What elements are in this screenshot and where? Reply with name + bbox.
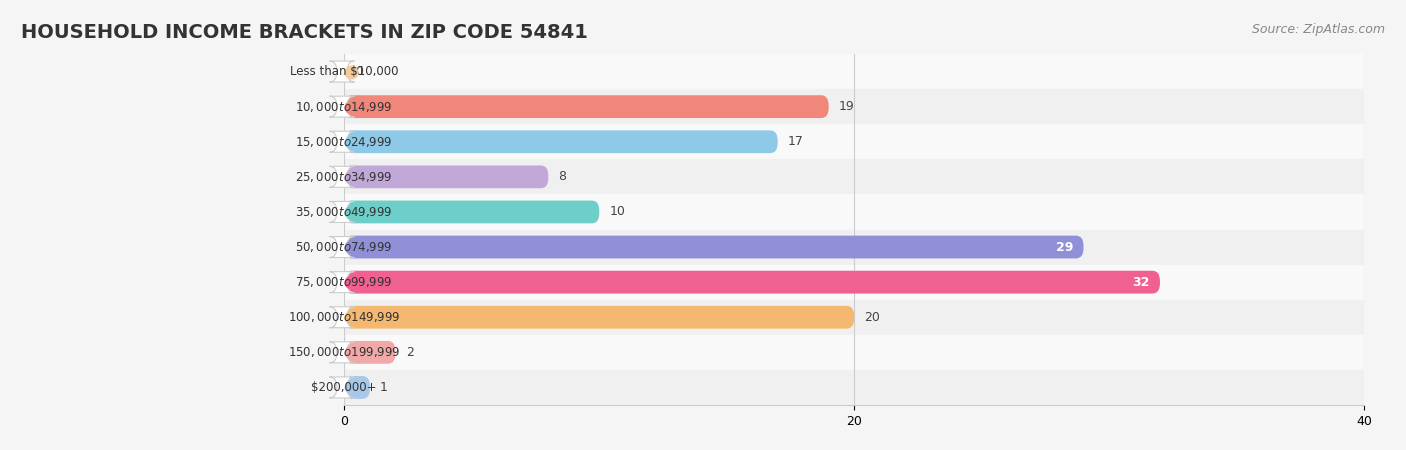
Text: 19: 19 [839, 100, 855, 113]
Text: 0: 0 [354, 65, 363, 78]
Text: $150,000 to $199,999: $150,000 to $199,999 [288, 345, 401, 360]
FancyBboxPatch shape [329, 237, 354, 257]
Text: 29: 29 [1056, 241, 1073, 253]
Bar [344, 159, 1364, 194]
FancyBboxPatch shape [329, 377, 354, 398]
Text: 17: 17 [787, 135, 804, 148]
Text: HOUSEHOLD INCOME BRACKETS IN ZIP CODE 54841: HOUSEHOLD INCOME BRACKETS IN ZIP CODE 54… [21, 22, 588, 41]
FancyBboxPatch shape [329, 166, 354, 187]
Text: $35,000 to $49,999: $35,000 to $49,999 [295, 205, 392, 219]
Bar [344, 124, 1364, 159]
Bar [344, 230, 1364, 265]
FancyBboxPatch shape [344, 201, 599, 223]
Bar [344, 194, 1364, 230]
FancyBboxPatch shape [344, 306, 855, 328]
FancyBboxPatch shape [344, 271, 1160, 293]
Text: 2: 2 [405, 346, 413, 359]
FancyBboxPatch shape [329, 96, 354, 117]
Text: 8: 8 [558, 171, 567, 183]
Bar [344, 89, 1364, 124]
FancyBboxPatch shape [344, 376, 370, 399]
Text: 32: 32 [1132, 276, 1150, 288]
Text: $100,000 to $149,999: $100,000 to $149,999 [288, 310, 401, 324]
FancyBboxPatch shape [329, 342, 354, 363]
Text: $75,000 to $99,999: $75,000 to $99,999 [295, 275, 392, 289]
Text: Source: ZipAtlas.com: Source: ZipAtlas.com [1251, 22, 1385, 36]
Text: Less than $10,000: Less than $10,000 [290, 65, 398, 78]
Text: $50,000 to $74,999: $50,000 to $74,999 [295, 240, 392, 254]
FancyBboxPatch shape [329, 272, 354, 292]
FancyBboxPatch shape [329, 61, 354, 82]
Text: 10: 10 [610, 206, 626, 218]
FancyBboxPatch shape [344, 166, 548, 188]
Text: $25,000 to $34,999: $25,000 to $34,999 [295, 170, 392, 184]
Text: $200,000+: $200,000+ [311, 381, 377, 394]
Text: 20: 20 [865, 311, 880, 324]
FancyBboxPatch shape [344, 341, 395, 364]
Bar [344, 300, 1364, 335]
FancyBboxPatch shape [329, 131, 354, 152]
FancyBboxPatch shape [329, 202, 354, 222]
FancyBboxPatch shape [344, 130, 778, 153]
FancyBboxPatch shape [344, 236, 1084, 258]
Bar [344, 265, 1364, 300]
Text: $15,000 to $24,999: $15,000 to $24,999 [295, 135, 392, 149]
Text: 1: 1 [380, 381, 388, 394]
Bar [344, 370, 1364, 405]
Text: $10,000 to $14,999: $10,000 to $14,999 [295, 99, 392, 114]
Bar [344, 335, 1364, 370]
Bar [344, 54, 1364, 89]
FancyBboxPatch shape [329, 307, 354, 328]
FancyBboxPatch shape [344, 95, 828, 118]
